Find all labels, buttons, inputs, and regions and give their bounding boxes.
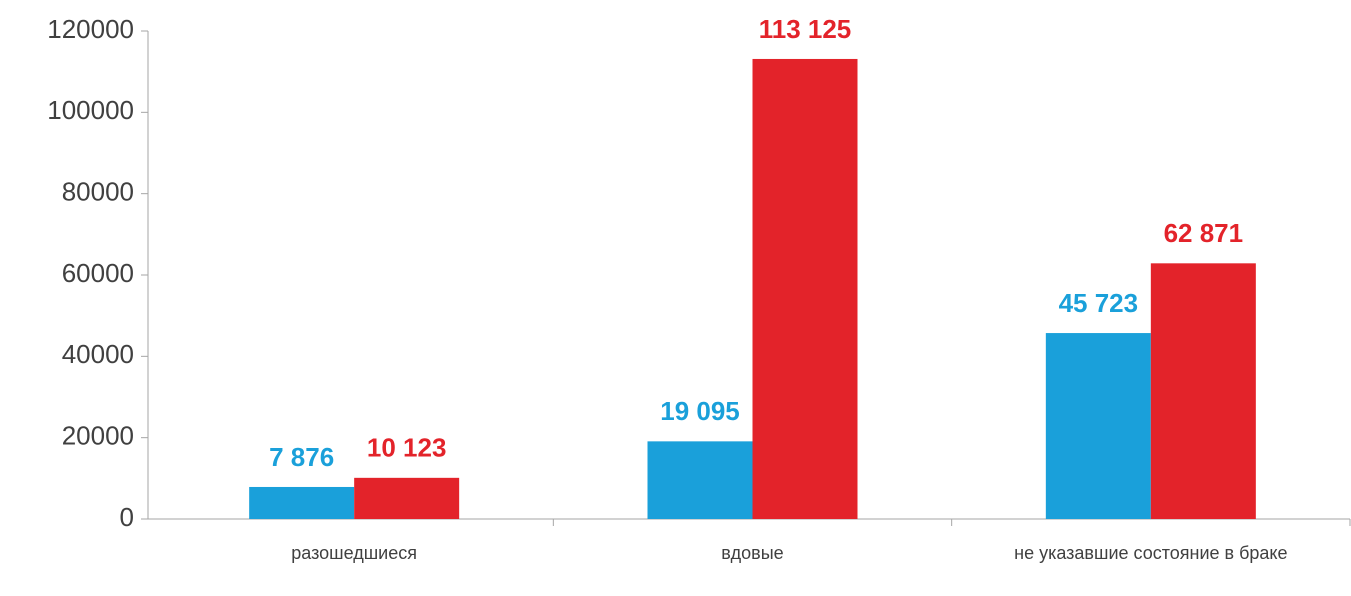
y-tick-label: 0 [120,502,134,532]
data-label: 19 095 [660,396,740,426]
bar [752,58,858,519]
bar [1150,263,1256,519]
bar [354,477,460,519]
y-tick-label: 80000 [62,177,134,207]
data-label: 62 871 [1164,218,1244,248]
bar [249,486,355,519]
data-label: 113 125 [759,14,852,44]
bar [1045,333,1151,519]
x-tick-label: разошедшиеся [291,543,417,563]
y-tick-label: 20000 [62,421,134,451]
data-label: 45 723 [1059,288,1139,318]
x-tick-label: вдовые [721,543,784,563]
x-tick-label: не указавшие состояние в браке [1014,543,1288,563]
bar [647,441,753,519]
y-tick-label: 100000 [47,95,134,125]
data-label: 10 123 [367,433,447,463]
y-tick-label: 40000 [62,339,134,369]
y-tick-label: 60000 [62,258,134,288]
y-tick-label: 120000 [47,14,134,44]
data-label: 7 876 [269,442,334,472]
